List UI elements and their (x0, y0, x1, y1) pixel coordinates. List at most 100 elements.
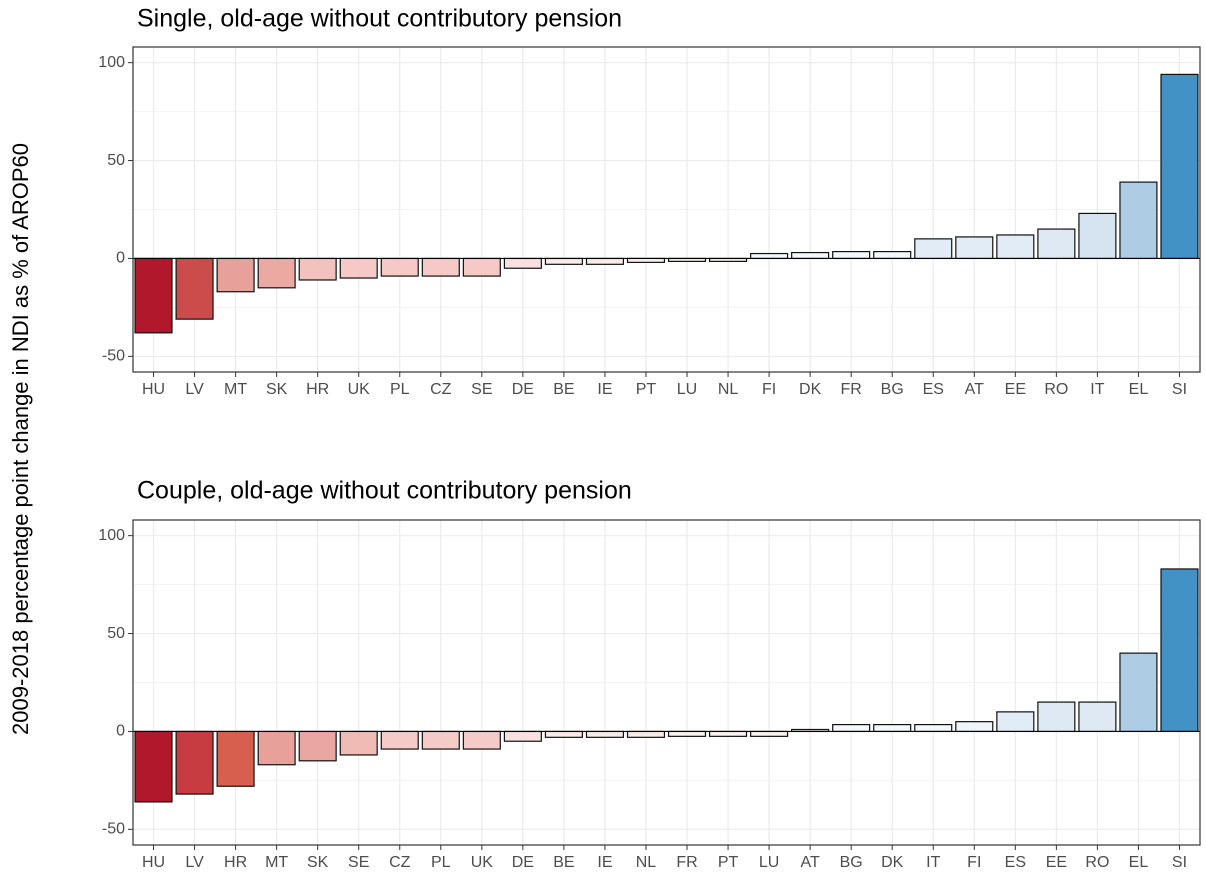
y-axis-label: 2009-2018 percentage point change in NDI… (8, 143, 33, 735)
bar (339, 257, 378, 279)
x-tick-label: BG (840, 854, 863, 871)
bar (1119, 181, 1158, 260)
x-tick-label: LU (677, 381, 697, 398)
bar (1119, 652, 1158, 733)
x-tick-label: IT (926, 854, 940, 871)
x-tick-label: BE (553, 381, 574, 398)
x-tick-label: BE (553, 854, 574, 871)
bar (955, 236, 994, 260)
x-tick-label: IE (597, 854, 612, 871)
bar (873, 723, 912, 733)
bar (585, 257, 625, 265)
x-tick-label: PL (390, 381, 410, 398)
x-tick-label: EE (1005, 381, 1026, 398)
bar (1160, 568, 1199, 733)
bar (503, 730, 542, 742)
bar (1037, 228, 1076, 260)
x-tick-label: SK (307, 854, 329, 871)
chart-title: Single, old-age without contributory pen… (137, 5, 622, 33)
x-tick-label: MT (224, 381, 247, 398)
bar (1160, 73, 1199, 260)
x-tick-label: PT (636, 381, 657, 398)
x-tick-label: RO (1044, 381, 1068, 398)
bar (421, 730, 460, 750)
bar (544, 730, 583, 738)
bar (996, 711, 1035, 733)
bar (175, 730, 214, 795)
y-tick-label: 100 (98, 527, 125, 544)
x-tick-label: CZ (430, 381, 452, 398)
x-tick-label: HU (142, 381, 165, 398)
x-tick-label: DE (512, 854, 534, 871)
x-tick-label: SI (1172, 854, 1187, 871)
x-tick-label: CZ (389, 854, 411, 871)
x-tick-label: SE (348, 854, 369, 871)
y-tick-label: -50 (102, 348, 125, 365)
x-tick-label: IE (597, 381, 612, 398)
bar (421, 257, 460, 277)
bar (832, 250, 871, 260)
bar (1037, 701, 1076, 733)
x-tick-label: HU (142, 854, 165, 871)
bar (216, 257, 255, 293)
bar (544, 257, 583, 265)
bar (380, 257, 419, 277)
y-tick-label: -50 (102, 821, 125, 838)
bar (750, 730, 789, 737)
x-tick-label: NL (718, 381, 739, 398)
x-tick-label: IT (1090, 381, 1104, 398)
chart-title: Couple, old-age without contributory pen… (137, 477, 632, 505)
x-tick-label: UK (471, 854, 494, 871)
bar (791, 251, 830, 260)
x-tick-label: FI (762, 381, 776, 398)
x-tick-label: DE (512, 381, 534, 398)
x-tick-label: EE (1046, 854, 1067, 871)
x-tick-label: UK (348, 381, 371, 398)
bar (914, 238, 953, 260)
x-tick-label: DK (799, 381, 822, 398)
bar (257, 730, 296, 766)
bar (1078, 701, 1117, 733)
panel-border (132, 519, 1201, 846)
bar (216, 730, 255, 787)
y-tick-label: 100 (98, 54, 125, 71)
bar (298, 257, 337, 281)
x-tick-label: DK (881, 854, 904, 871)
bar (750, 252, 789, 260)
bar (955, 721, 994, 733)
bar (339, 730, 378, 756)
bar (503, 257, 542, 269)
bar (585, 730, 625, 738)
x-tick-label: EL (1129, 854, 1149, 871)
bar (134, 730, 173, 803)
y-tick-label: 0 (116, 250, 125, 267)
x-tick-label: BG (881, 381, 904, 398)
x-tick-label: ES (923, 381, 944, 398)
y-tick-label: 50 (107, 625, 125, 642)
x-tick-label: ES (1005, 854, 1026, 871)
y-tick-label: 50 (107, 152, 125, 169)
x-tick-label: MT (265, 854, 288, 871)
y-tick-label: 0 (116, 723, 125, 740)
x-tick-label: SE (471, 381, 492, 398)
x-tick-label: HR (306, 381, 329, 398)
x-tick-label: LV (185, 854, 204, 871)
x-tick-label: SK (266, 381, 288, 398)
bar (832, 723, 871, 733)
x-tick-label: AT (965, 381, 984, 398)
x-tick-label: AT (801, 854, 820, 871)
bar (462, 730, 501, 750)
x-tick-label: LU (759, 854, 779, 871)
bar (175, 257, 214, 320)
bar (257, 257, 296, 289)
bar (1078, 212, 1117, 260)
x-tick-label: FR (841, 381, 862, 398)
bar (380, 730, 419, 750)
x-tick-label: NL (636, 854, 657, 871)
x-tick-label: EL (1129, 381, 1149, 398)
bar (298, 730, 337, 762)
bar (134, 257, 173, 334)
bar (667, 730, 707, 737)
panel-border (132, 46, 1201, 373)
